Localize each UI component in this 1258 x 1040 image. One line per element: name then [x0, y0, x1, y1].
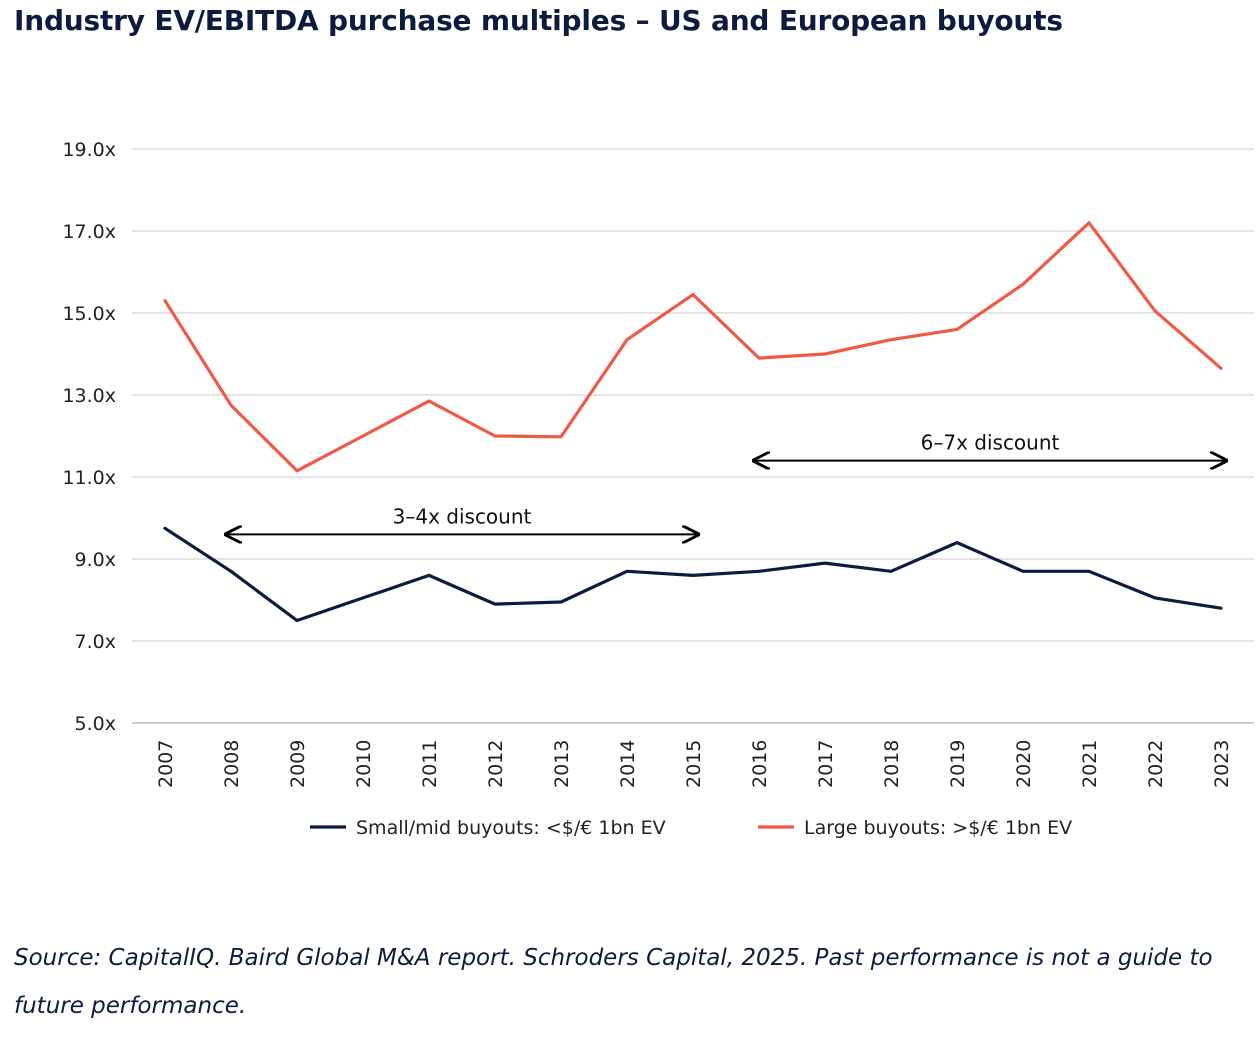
y-tick-label: 11.0x: [62, 467, 116, 489]
x-tick-label: 2023: [1211, 740, 1233, 788]
x-tick-label: 2014: [617, 740, 639, 788]
x-tick-label: 2020: [1013, 740, 1035, 788]
legend: Small/mid buyouts: <$/€ 1bn EV Large buyo…: [310, 817, 1072, 839]
x-tick-label: 2019: [947, 740, 969, 788]
x-tick-label: 2007: [155, 740, 177, 788]
y-axis-ticks: 19.0x 17.0x 15.0x 13.0x 11.0x 9.0x 7.0x 5.0x: [62, 139, 116, 735]
x-tick-label: 2018: [881, 740, 903, 788]
x-tick-label: 2015: [683, 740, 705, 788]
x-tick-label: 2012: [485, 740, 507, 788]
x-tick-label: 2016: [749, 740, 771, 788]
x-tick-label: 2010: [353, 740, 375, 788]
series-line: [163, 221, 1223, 473]
discount-label: 6–7x discount: [921, 431, 1060, 455]
legend-label: Small/mid buyouts: <$/€ 1bn EV: [356, 817, 666, 839]
y-tick-label: 5.0x: [75, 713, 116, 735]
x-tick-label: 2013: [551, 740, 573, 788]
x-tick-label: 2021: [1079, 740, 1101, 788]
x-tick-label: 2017: [815, 740, 837, 788]
source-note: Source: CapitalIQ. Baird Global M&A repo…: [14, 945, 1213, 1019]
y-tick-label: 9.0x: [75, 549, 116, 571]
x-tick-label: 2022: [1145, 740, 1167, 788]
series-lines: [163, 221, 1223, 623]
line-chart: 19.0x 17.0x 15.0x 13.0x 11.0x 9.0x 7.0x 5.0x 20…: [62, 139, 1254, 839]
x-tick-label: 2009: [287, 740, 309, 788]
y-tick-label: 17.0x: [62, 221, 116, 243]
y-tick-label: 13.0x: [62, 385, 116, 407]
y-tick-label: 7.0x: [75, 631, 116, 653]
legend-label: Large buyouts: >$/€ 1bn EV: [804, 817, 1072, 839]
y-tick-label: 19.0x: [62, 139, 116, 161]
x-axis-ticks: 2007 2008 2009 2010 2011 2012 2013 2014 2015 2016…: [155, 740, 1233, 788]
x-tick-label: 2008: [221, 740, 243, 788]
gridlines: [132, 148, 1254, 724]
series-line: [163, 526, 1223, 623]
annotations: 3–4x discount 6–7x discount: [226, 431, 1226, 535]
x-tick-label: 2011: [419, 740, 441, 788]
discount-label: 3–4x discount: [393, 504, 532, 528]
chart-title: Industry EV/EBITDA purchase multiples – …: [14, 4, 1063, 37]
y-tick-label: 15.0x: [62, 303, 116, 325]
